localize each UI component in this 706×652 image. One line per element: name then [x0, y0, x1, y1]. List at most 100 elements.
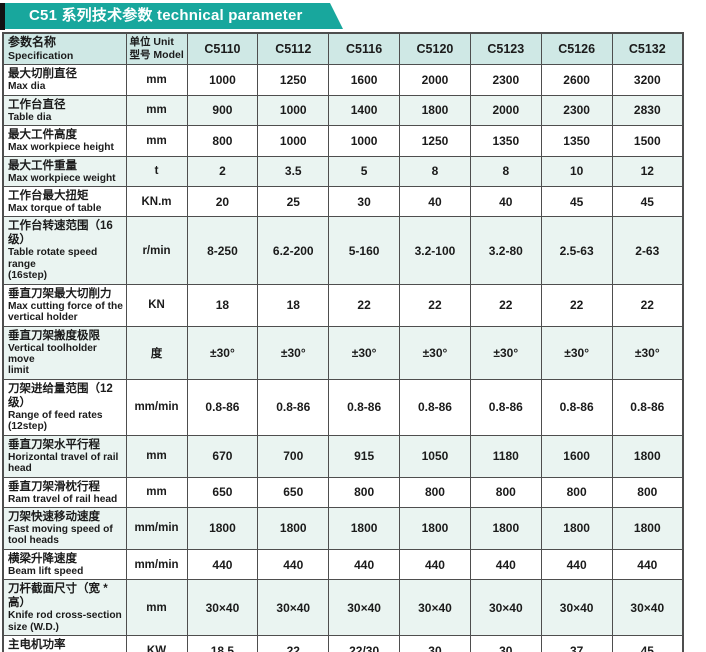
spec-cell: 垂直刀架搬度极限 Vertical toolholder move limit	[2, 325, 127, 380]
unit-cell: mm/min	[125, 548, 188, 581]
spec-cell: 最大工件重量 Max workpiece weight	[2, 155, 127, 188]
value-cell: 1800	[186, 507, 259, 550]
value-cell: 1800	[257, 507, 330, 550]
spec-label-en: Max workpiece weight	[8, 172, 116, 184]
spec-cell: 工作台直径 Table dia	[2, 94, 127, 127]
spec-label-en: Max dia	[8, 81, 46, 93]
value-cell: 30×40	[540, 579, 613, 637]
value-cell: 22	[469, 283, 542, 327]
value-cell: 2000	[399, 64, 471, 96]
spec-label-zh: 工作台转速范围（16 级）	[8, 220, 113, 247]
model-header: C5112	[257, 32, 330, 66]
spec-label-zh: 刀架快速移动速度	[8, 511, 100, 524]
value-cell: 30	[399, 635, 471, 652]
value-cell: 1250	[399, 125, 471, 157]
value-cell: 45	[611, 185, 684, 218]
value-cell: 2000	[469, 94, 542, 127]
value-cell: 25	[257, 185, 330, 218]
value-cell: 2300	[469, 64, 542, 96]
model-header: C5120	[399, 32, 471, 66]
value-cell: 2300	[540, 94, 613, 127]
spec-cell: 工作台最大扭矩 Max torque of table	[2, 185, 127, 218]
parameters-table: 参数名称 Specification 单位 Unit 型号 Model C511…	[2, 32, 684, 652]
spec-header-en: Specification	[8, 49, 74, 62]
unit-cell: mm/min	[125, 507, 188, 550]
value-cell: 1600	[328, 64, 401, 96]
spec-cell: 刀架快速移动速度 Fast moving speed of tool heads	[2, 507, 127, 550]
value-cell: 1800	[611, 507, 684, 550]
value-cell: 3200	[611, 64, 684, 96]
value-cell: ±30°	[328, 325, 401, 380]
unit-cell: mm	[125, 125, 188, 157]
value-cell: 800	[611, 476, 684, 509]
value-cell: 18	[257, 283, 330, 327]
table-header-row: 参数名称 Specification 单位 Unit 型号 Model C511…	[2, 32, 684, 66]
value-cell: ±30°	[257, 325, 330, 380]
value-cell: 0.8-86	[469, 378, 542, 436]
value-cell: ±30°	[540, 325, 613, 380]
value-cell: 30×40	[469, 579, 542, 637]
value-cell: 440	[611, 548, 684, 581]
value-cell: 22	[540, 283, 613, 327]
spec-label-en: Beam lift speed	[8, 565, 84, 577]
table-row: 横梁升降速度 Beam lift speed mm/min 440 440 440 440 4…	[2, 548, 684, 581]
value-cell: 440	[540, 548, 613, 581]
spec-cell: 主电机功率Main motor power	[2, 635, 127, 652]
value-cell: 650	[186, 476, 259, 509]
value-cell: 2830	[611, 94, 684, 127]
value-cell: 1000	[328, 125, 401, 157]
spec-header: 参数名称 Specification	[2, 32, 127, 66]
unit-cell: mm	[125, 434, 188, 478]
spec-cell: 最大切削直径 Max dia	[2, 64, 127, 96]
unit-cell: mm	[125, 476, 188, 509]
value-cell: 37	[540, 635, 613, 652]
spec-label-en: Vertical toolholder move limit	[8, 342, 97, 377]
spec-label-zh: 垂直刀架水平行程	[8, 438, 100, 451]
value-cell: 800	[186, 125, 259, 157]
spec-label-zh: 垂直刀架滑枕行程	[8, 480, 100, 493]
spec-cell: 垂直刀架水平行程 Horizontal travel of rail head	[2, 434, 127, 478]
spec-label-zh: 横梁升降速度	[8, 552, 77, 565]
value-cell: 2.5-63	[540, 216, 613, 285]
spec-label-zh: 最大切削直径	[8, 68, 77, 81]
table-row: 刀架快速移动速度 Fast moving speed of tool heads m…	[2, 507, 684, 550]
value-cell: 800	[399, 476, 471, 509]
table-row: 主电机功率Main motor powerKW18.52222/30303037…	[2, 635, 684, 652]
value-cell: 20	[186, 185, 259, 218]
value-cell: 915	[328, 434, 401, 478]
value-cell: 1400	[328, 94, 401, 127]
value-cell: 10	[540, 155, 613, 188]
value-cell: 12	[611, 155, 684, 188]
title-banner: C51 系列技术参数 technical parameter	[0, 3, 706, 32]
value-cell: 440	[469, 548, 542, 581]
value-cell: 1500	[611, 125, 684, 157]
value-cell: 1250	[257, 64, 330, 96]
value-cell: 30	[469, 635, 542, 652]
value-cell: 1800	[399, 94, 471, 127]
spec-label-en: Horizontal travel of rail head	[8, 451, 119, 475]
value-cell: 45	[611, 635, 684, 652]
value-cell: ±30°	[611, 325, 684, 380]
unit-header-line2: 型号 Model	[129, 49, 184, 62]
value-cell: 440	[257, 548, 330, 581]
unit-header-line1: 单位 Unit	[129, 36, 174, 48]
spec-label-zh: 刀杆截面尺寸（宽 * 高）	[8, 583, 108, 610]
value-cell: 1800	[328, 507, 401, 550]
value-cell: 22	[399, 283, 471, 327]
spec-label-zh: 最大工件重量	[8, 159, 77, 172]
value-cell: 30	[328, 185, 401, 218]
value-cell: 800	[469, 476, 542, 509]
value-cell: 22	[328, 283, 401, 327]
value-cell: 670	[186, 434, 259, 478]
value-cell: 2	[186, 155, 259, 188]
value-cell: 1800	[469, 507, 542, 550]
spec-cell: 垂直刀架最大切削力 Max cutting force of the vertic…	[2, 283, 127, 327]
spec-label-zh: 最大工件高度	[8, 129, 77, 142]
unit-cell: mm/min	[125, 378, 188, 436]
table-row: 最大工件高度 Max workpiece height mm 800 1000 1000 1…	[2, 125, 684, 157]
value-cell: 5-160	[328, 216, 401, 285]
spec-label-zh: 工作台最大扭矩	[8, 190, 89, 202]
value-cell: 1050	[399, 434, 471, 478]
page-title: C51 系列技术参数 technical parameter	[29, 7, 303, 24]
